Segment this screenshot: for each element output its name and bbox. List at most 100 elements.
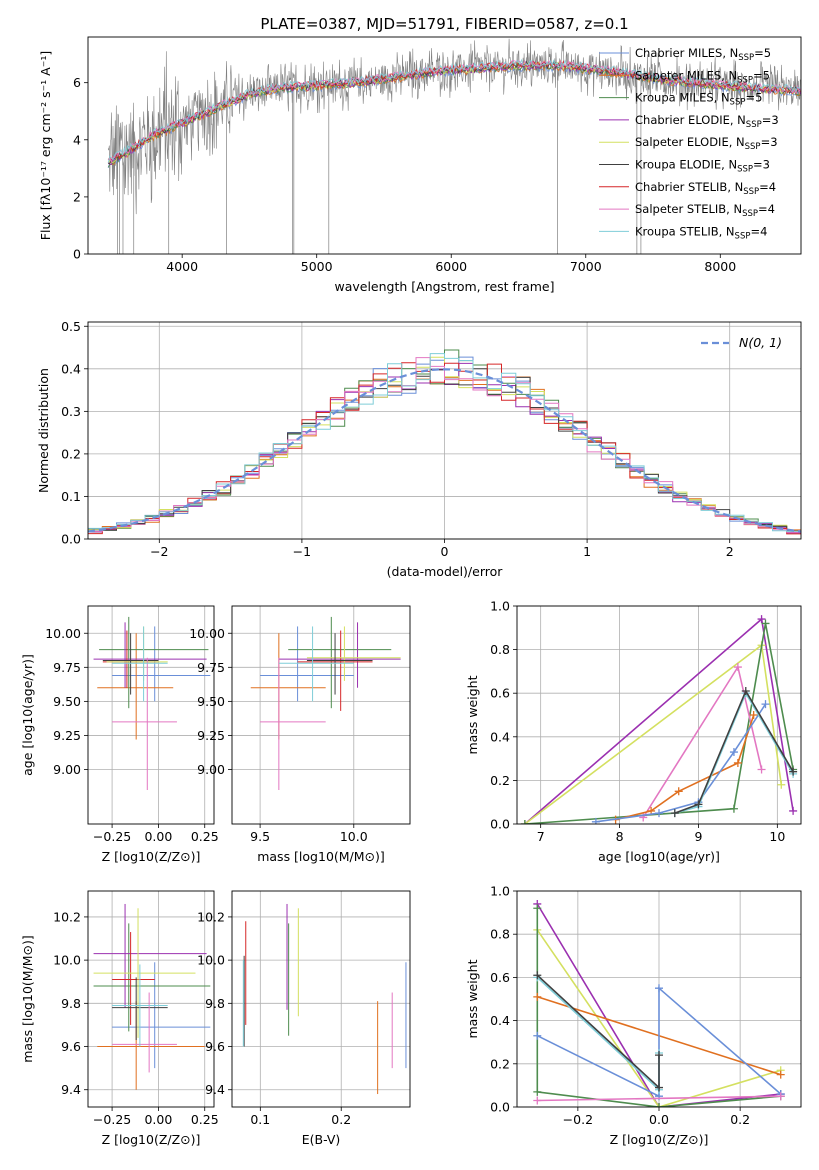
legend-label: N(0, 1)	[739, 335, 782, 350]
y-axis-label: age [log10(age/yr)]	[20, 654, 35, 776]
mass-weight-series-7	[536, 976, 660, 1092]
y-tick-label: 0.2	[490, 1056, 510, 1071]
axes-frame	[87, 321, 802, 540]
data-point-marker	[776, 1092, 785, 1101]
legend-label: Kroupa MILES, NSSP=5	[635, 91, 762, 108]
x-tick-label: −0.25	[93, 1112, 131, 1127]
x-axis-label: Z [log10(Z/Z⊙)]	[610, 1132, 709, 1147]
y-tick-label: 10.0	[197, 953, 225, 968]
axes-frame	[87, 890, 215, 1108]
y-tick-label: 1.0	[490, 884, 510, 899]
plot-area	[533, 899, 785, 1107]
y-tick-label: 9.25	[53, 728, 81, 743]
x-tick-label: 2	[726, 544, 734, 559]
y-tick-label: 0.1	[61, 489, 81, 504]
data-point-marker	[655, 809, 663, 818]
mass-weight-series-6	[537, 1095, 781, 1102]
x-tick-label: 5000	[301, 259, 333, 274]
legend-label: Kroupa STELIB, NSSP=4	[635, 224, 767, 241]
chart-title: PLATE=0387, MJD=51791, FIBERID=0587, z=0…	[260, 15, 628, 33]
legend-label: Chabrier ELODIE, NSSP=3	[635, 113, 779, 130]
y-tick-label: 9.50	[197, 694, 225, 709]
data-point-marker	[655, 1083, 663, 1092]
legend-label: Chabrier STELIB, NSSP=4	[635, 180, 776, 197]
x-axis-label: mass [log10(M/M⊙)]	[257, 849, 385, 864]
y-axis-label: mass [log10(M/M⊙)]	[20, 935, 35, 1063]
y-tick-label: 0.0	[61, 532, 81, 547]
x-tick-label: −1	[293, 544, 311, 559]
data-point-marker	[761, 700, 770, 709]
data-point-marker	[670, 809, 679, 818]
plot-area	[93, 903, 211, 1090]
y-tick-label: 0.2	[490, 773, 510, 788]
x-tick-label: 4000	[166, 259, 198, 274]
x-tick-label: 10.0	[340, 829, 368, 844]
x-axis-label: wavelength [Angstrom, rest frame]	[334, 279, 554, 294]
y-tick-label: 6	[73, 75, 81, 90]
y-tick-label: 9.6	[205, 1039, 225, 1054]
y-tick-label: 0.4	[490, 1013, 510, 1028]
data-point-marker	[533, 1087, 542, 1096]
y-tick-label: 9.25	[197, 728, 225, 743]
x-tick-label: −2	[150, 544, 168, 559]
x-tick-label: 8	[616, 829, 624, 844]
data-point-marker	[789, 767, 798, 776]
legend: N(0, 1)	[701, 335, 782, 350]
mass-weight-series-2	[536, 929, 781, 1107]
data-point-marker	[533, 1096, 542, 1105]
data-point-marker	[729, 748, 738, 757]
x-tick-label: 0.1	[250, 1112, 270, 1127]
x-tick-label: 0.2	[331, 1112, 351, 1127]
y-tick-label: 9.8	[61, 996, 81, 1011]
y-tick-label: 0.0	[490, 817, 510, 832]
y-tick-label: 0.3	[61, 404, 81, 419]
panel-3: −0.25 0.00 0.25 9.00 9.25 9.50 9.75 10.00 Z [log…	[20, 605, 219, 864]
axes-frame	[231, 605, 411, 825]
data-point-marker	[757, 615, 766, 624]
x-tick-label: 10	[769, 829, 785, 844]
x-axis-label: E(B-V)	[302, 1132, 341, 1147]
y-tick-label: 9.6	[61, 1039, 81, 1054]
y-tick-label: 0.5	[61, 319, 81, 334]
plot-area	[93, 616, 211, 790]
x-tick-label: 0.25	[191, 829, 219, 844]
y-tick-label: 0.8	[490, 927, 510, 942]
y-tick-label: 9.75	[53, 660, 81, 675]
y-axis-label: mass weight	[465, 675, 480, 754]
x-tick-label: 9.5	[250, 829, 270, 844]
data-point-marker	[741, 687, 750, 696]
y-tick-label: 1.0	[490, 599, 510, 614]
y-tick-label: 9.75	[197, 660, 225, 675]
y-tick-label: 10.2	[53, 909, 81, 924]
axes-frame	[87, 605, 215, 825]
x-tick-label: −0.25	[93, 829, 131, 844]
normal-curve	[88, 368, 801, 533]
data-point-marker	[777, 780, 786, 789]
plot-area	[520, 615, 798, 824]
y-tick-label: 0.6	[490, 970, 510, 985]
x-tick-label: 7000	[570, 259, 602, 274]
data-point-marker	[694, 800, 703, 809]
data-point-marker	[655, 984, 663, 993]
data-point-marker	[761, 619, 770, 628]
data-point-marker	[591, 817, 600, 824]
legend: Chabrier MILES, NSSP=5 Salpeter MILES, NS…	[599, 46, 779, 241]
y-tick-label: 9.8	[205, 996, 225, 1011]
data-point-marker	[655, 1051, 663, 1060]
y-tick-label: 10.00	[189, 626, 225, 641]
x-tick-label: 0.00	[144, 829, 172, 844]
legend-label: Salpeter MILES, NSSP=5	[635, 68, 770, 85]
y-tick-label: 2	[73, 189, 81, 204]
data-point-marker	[776, 1070, 785, 1079]
plot-area	[88, 349, 801, 535]
x-tick-label: 0.2	[730, 1112, 750, 1127]
panel-2: −2 −1 0 1 2 0.0 0.1 0.2 0.3 0.4 0.5 (data-model)/er…	[36, 319, 802, 579]
y-tick-label: 9.50	[53, 694, 81, 709]
data-point-marker	[655, 1103, 663, 1107]
panel-4: 9.5 10.0 9.00 9.25 9.50 9.75 10.00 mass [log10(…	[189, 605, 411, 864]
axes-frame	[87, 36, 802, 255]
y-tick-label: 10.00	[45, 626, 81, 641]
mass-weight-series-2	[524, 643, 783, 824]
y-tick-label: 0.4	[490, 729, 510, 744]
